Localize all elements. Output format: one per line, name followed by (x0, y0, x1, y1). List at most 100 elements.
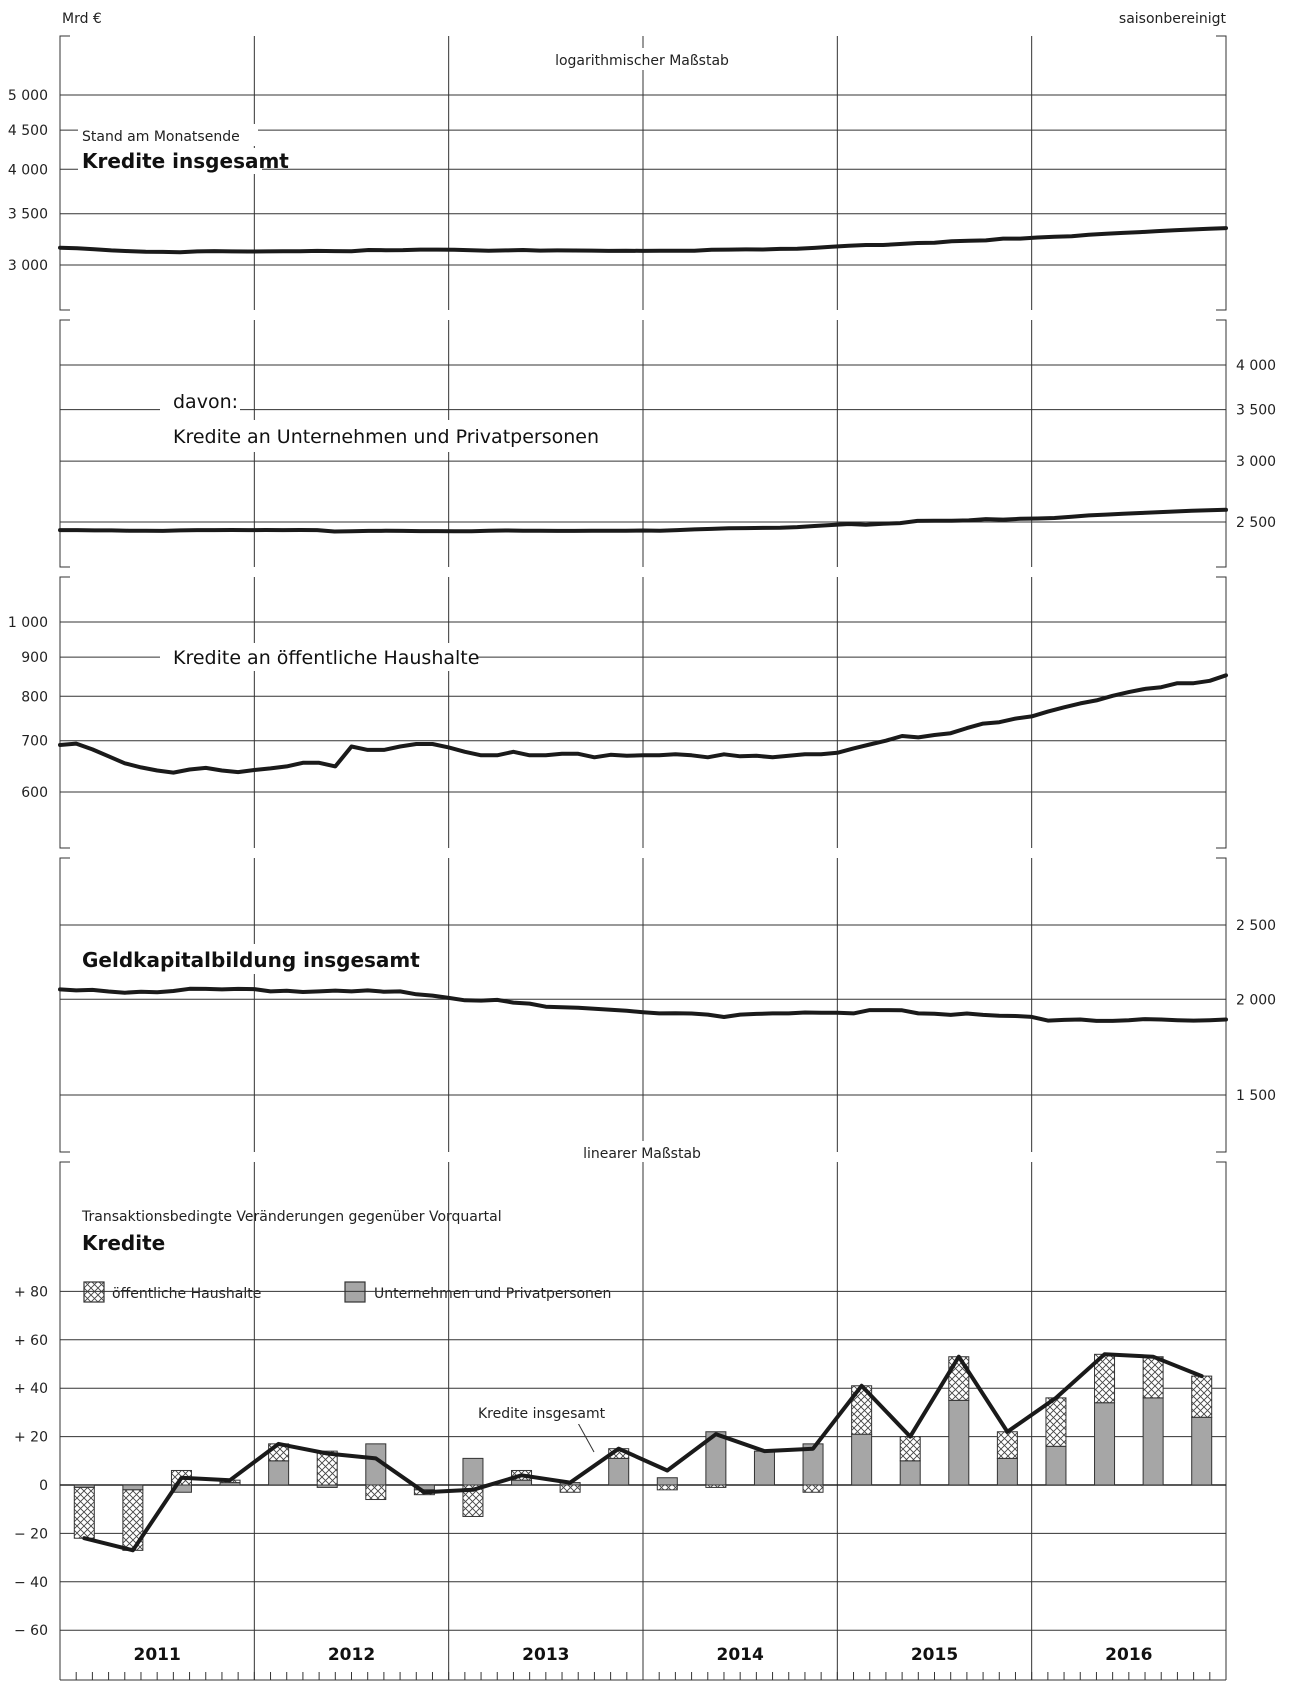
panel-4-series-line (58, 986, 1228, 1023)
bar-private (122, 1484, 144, 1491)
panel1-subtitle: Stand am Monatsende (82, 129, 240, 145)
panel2-title: Kredite an Unternehmen und Privatpersone… (173, 426, 599, 448)
panel-4-tick-label: 1 500 (1236, 1088, 1276, 1104)
panel-2-right-frame (1216, 319, 1227, 568)
panel-2-tick-label: 3 500 (1236, 403, 1276, 419)
panel-1-tick-label: 4 000 (8, 162, 48, 178)
bar-public (1142, 1356, 1164, 1399)
line-callout-pointer (577, 1422, 595, 1453)
chart-marks: 3 000 3 500 4 000 4 500 5 000 2 500 3 000 3 500… (8, 35, 1276, 1424)
label-mask (78, 124, 258, 146)
panel-4-tick-label: 2 500 (1236, 918, 1276, 934)
label-mask (470, 1402, 620, 1424)
panel-5-tick-label: − 40 (14, 1575, 48, 1591)
bar-private (948, 1399, 970, 1486)
panel5-subtitle: Transaktionsbedingte Veränderungen gegen… (81, 1209, 502, 1225)
bar-private (511, 1479, 533, 1486)
panel-1-tick-label: 4 500 (8, 123, 48, 139)
bar-private (656, 1477, 678, 1486)
panel-5-tick-label: 0 (39, 1478, 48, 1494)
panel-2-tick-label: 4 000 (1236, 358, 1276, 374)
legend-swatch-public (83, 1281, 105, 1303)
panel-1-tick-label: 5 000 (8, 88, 48, 104)
panel4-title: Geldkapitalbildung insgesamt (82, 948, 420, 972)
bar-private (1094, 1402, 1116, 1486)
legend-label-private: Unternehmen und Privatpersonen (374, 1286, 611, 1302)
label-mask (78, 944, 388, 974)
bar-public (705, 1484, 727, 1488)
panel3-title: Kredite an öffentliche Haushalte (173, 647, 479, 669)
bar-private (1191, 1416, 1213, 1486)
panel-5-tick-label: − 20 (14, 1526, 48, 1542)
x-year-label: 2014 (717, 1645, 764, 1665)
bar-private (753, 1450, 775, 1486)
bar-panel: − 60 − 40 − 20 0 + 20 + 40 + 60 + 80 2011 2012 201… (14, 1161, 1227, 1681)
panel-3-tick-label: 1 000 (8, 615, 48, 631)
bar-public (73, 1486, 95, 1539)
unit-label: Mrd € (62, 11, 102, 27)
panel-3-tick-label: 700 (21, 734, 48, 750)
bar-private (1045, 1445, 1067, 1486)
bar-public (365, 1484, 387, 1501)
total-credit-line (82, 1352, 1204, 1553)
panel-1-tick-label: 3 500 (8, 207, 48, 223)
bar-public (802, 1484, 824, 1493)
bar-public (899, 1436, 921, 1462)
panel-5-tick-label: + 40 (14, 1381, 48, 1397)
label-mask (160, 643, 476, 671)
panel-5-left-frame (59, 1161, 70, 1680)
panel-3-tick-label: 900 (21, 650, 48, 666)
panel-2-tick-label: 3 000 (1236, 454, 1276, 470)
panel-3-right-frame (1216, 576, 1227, 849)
panel-4-left-frame (59, 857, 70, 1153)
bar-private (462, 1457, 484, 1486)
panel-5-tick-label: − 60 (14, 1623, 48, 1639)
legend-label-public: öffentliche Haushalte (112, 1286, 261, 1302)
panel5-title: Kredite (82, 1231, 165, 1255)
label-mask (540, 48, 745, 70)
seasonal-note: saisonbereinigt (1119, 11, 1227, 27)
panel2-subtitle: davon: (173, 391, 238, 413)
panel-1-right-frame (1216, 35, 1227, 311)
panel-2-series-line (58, 507, 1228, 534)
panel-5-tick-label: + 20 (14, 1430, 48, 1446)
log-scale-label: logarithmischer Maßstab (555, 53, 729, 69)
x-year-label: 2015 (911, 1645, 958, 1665)
bar-private (608, 1457, 630, 1486)
label-mask (78, 1230, 170, 1260)
panel-5-tick-label: + 80 (14, 1284, 48, 1300)
x-year-label: 2016 (1105, 1645, 1152, 1665)
bar-public (996, 1431, 1018, 1459)
label-mask (338, 1278, 643, 1306)
panel-2-left-frame (59, 319, 70, 568)
label-mask (78, 1204, 533, 1226)
panel-1-series-line (58, 226, 1228, 255)
panel-1-left-frame (59, 35, 70, 311)
panel-3-series-line (58, 673, 1228, 775)
bar-public (948, 1356, 970, 1401)
panel-5-right-frame (1216, 1161, 1227, 1680)
bar-public (316, 1450, 338, 1486)
legend: öffentliche Haushalte Unternehmen und Pr… (83, 1281, 611, 1303)
bar-private (899, 1460, 921, 1486)
bar-public (462, 1484, 484, 1517)
panel-5-tick-label: + 60 (14, 1333, 48, 1349)
bar-private (1142, 1397, 1164, 1486)
panel-3-tick-label: 800 (21, 689, 48, 705)
bar-public (656, 1484, 678, 1491)
panel-4-right-frame (1216, 857, 1227, 1153)
bar-private (996, 1457, 1018, 1486)
panel-3-tick-label: 600 (21, 785, 48, 801)
panel1-title: Kredite insgesamt (82, 149, 289, 173)
label-mask (78, 148, 262, 174)
panel-1-tick-label: 3 000 (8, 258, 48, 274)
x-year-label: 2011 (134, 1645, 181, 1665)
label-mask (78, 1278, 273, 1306)
bar-private (851, 1433, 873, 1486)
bar-private (268, 1460, 290, 1486)
label-mask (160, 420, 597, 452)
bar-public (559, 1484, 581, 1493)
legend-swatch-private (344, 1281, 366, 1303)
line-callout-label: Kredite insgesamt (478, 1406, 606, 1422)
